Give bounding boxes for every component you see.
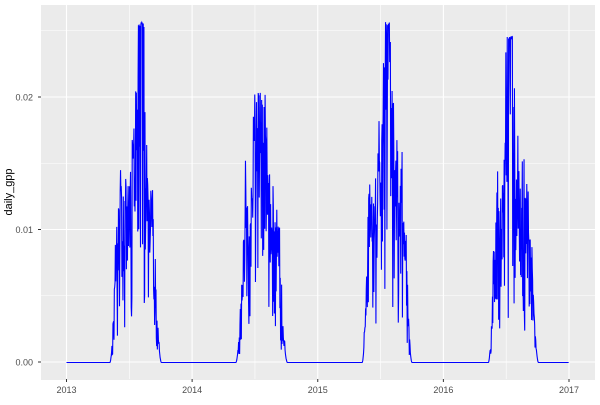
svg-text:0.00: 0.00 bbox=[15, 358, 33, 368]
svg-text:2017: 2017 bbox=[559, 385, 579, 395]
svg-text:2016: 2016 bbox=[433, 385, 453, 395]
svg-text:2015: 2015 bbox=[308, 385, 328, 395]
svg-text:2013: 2013 bbox=[56, 385, 76, 395]
svg-text:daily_gpp: daily_gpp bbox=[3, 168, 15, 215]
svg-text:0.02: 0.02 bbox=[15, 93, 33, 103]
svg-text:2014: 2014 bbox=[182, 385, 202, 395]
svg-text:0.01: 0.01 bbox=[15, 225, 33, 235]
